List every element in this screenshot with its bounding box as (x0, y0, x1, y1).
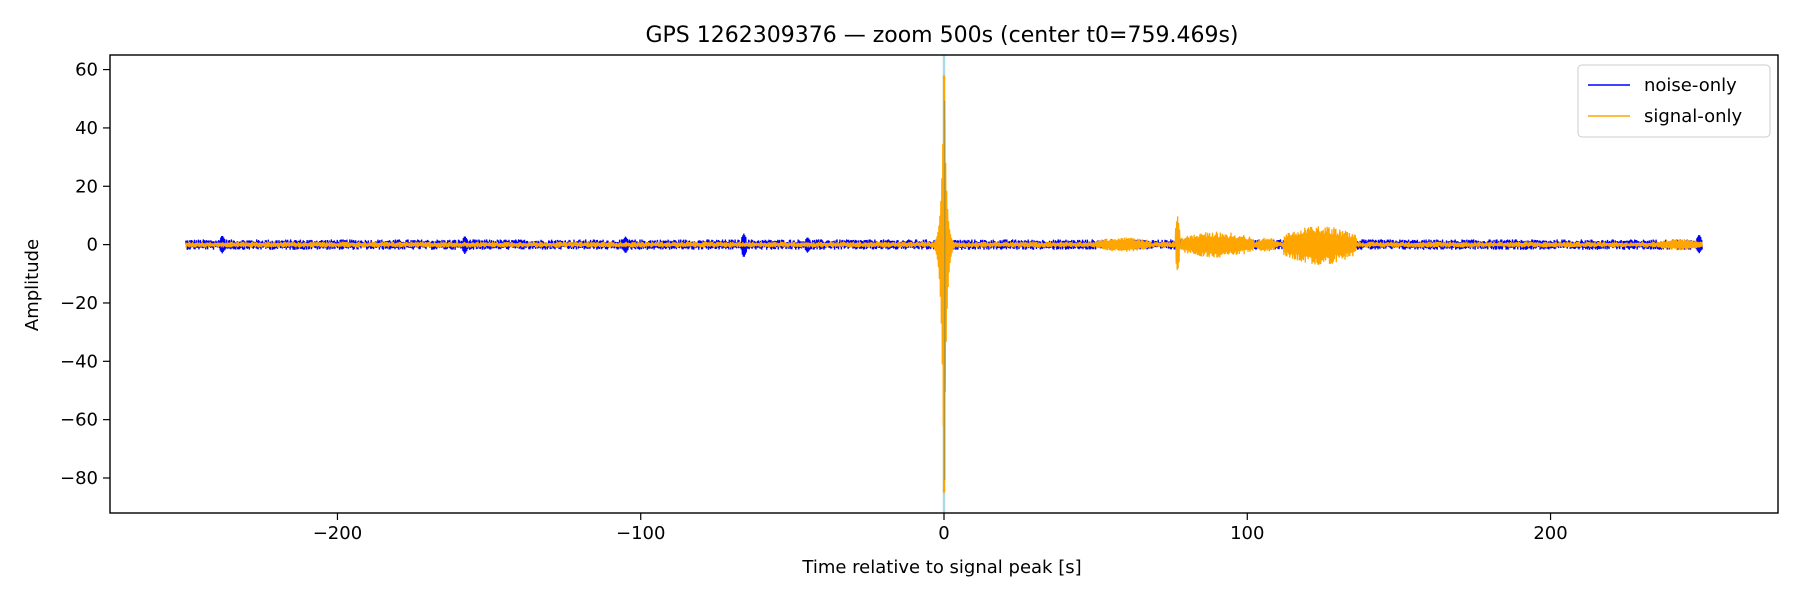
x-tick-label: −100 (616, 523, 665, 544)
x-axis-label: Time relative to signal peak [s] (801, 557, 1081, 578)
y-tick-label: −60 (60, 410, 98, 431)
y-tick-label: −20 (60, 293, 98, 314)
y-tick-label: 60 (75, 60, 98, 81)
plot-area (185, 55, 1703, 513)
x-tick-label: 200 (1533, 523, 1567, 544)
chart-title: GPS 1262309376 — zoom 500s (center t0=75… (645, 23, 1238, 48)
x-tick-label: −200 (313, 523, 362, 544)
legend: noise-only signal-only (1577, 64, 1771, 138)
legend-box (1577, 64, 1771, 138)
y-tick-label: 20 (75, 176, 98, 197)
y-tick-label: −40 (60, 351, 98, 372)
y-tick-label: −80 (60, 468, 98, 489)
y-tick-label: 40 (75, 118, 98, 139)
y-tick-label: 0 (87, 235, 98, 256)
legend-label-noise-only: noise-only (1644, 75, 1737, 96)
x-tick-label: 100 (1230, 523, 1264, 544)
legend-label-signal-only: signal-only (1644, 106, 1742, 127)
y-axis-label: Amplitude (22, 239, 43, 331)
x-tick-label: 0 (938, 523, 949, 544)
